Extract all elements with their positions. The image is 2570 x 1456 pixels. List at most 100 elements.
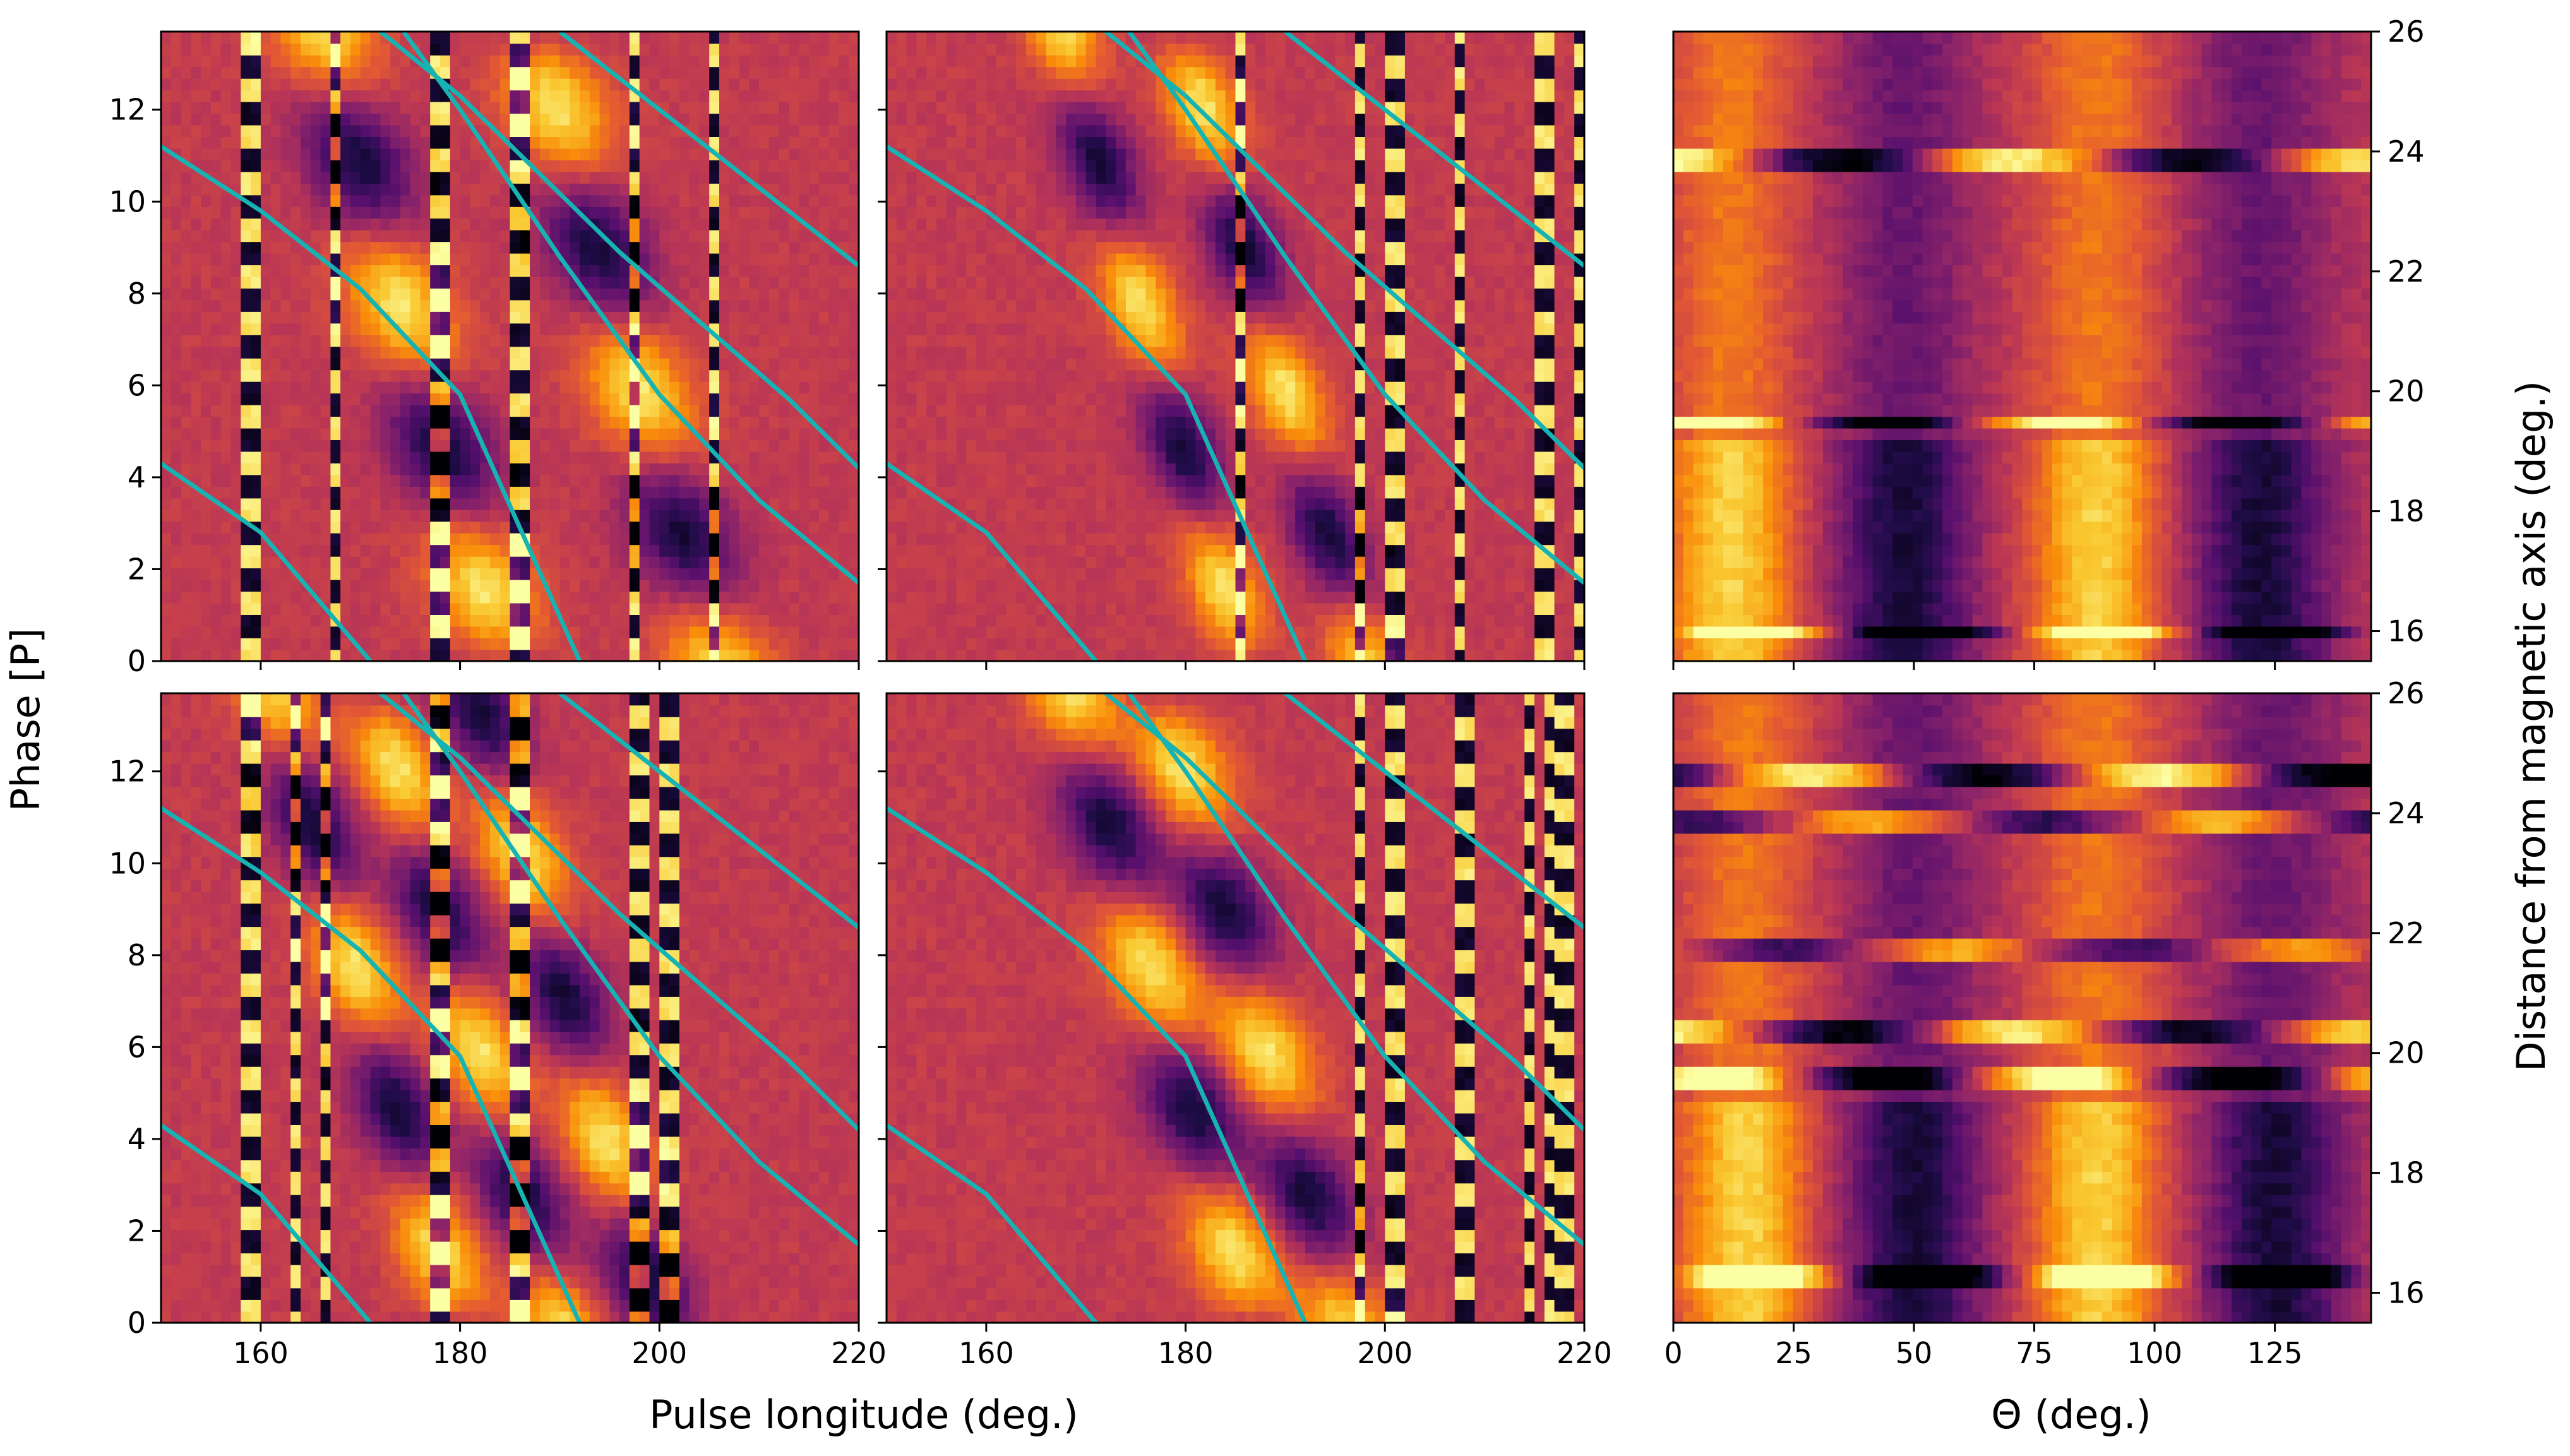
heatmap-cell [280, 533, 291, 545]
heatmap-cell [1335, 521, 1346, 533]
heatmap-cell [769, 288, 780, 300]
heatmap-cell [1315, 626, 1326, 638]
heatmap-cell [390, 183, 401, 195]
heatmap-cell [1056, 638, 1067, 650]
heatmap-cell [779, 347, 790, 359]
heatmap-cell [161, 78, 172, 90]
heatmap-cell [799, 544, 810, 556]
heatmap-cell [849, 311, 859, 323]
heatmap-cell [839, 148, 849, 160]
heatmap-cell [590, 136, 601, 148]
heatmap-cell [450, 335, 461, 347]
heatmap-cell [1016, 498, 1027, 510]
heatmap-cell [709, 580, 720, 592]
heatmap-cell [679, 347, 690, 359]
heatmap-cell [779, 172, 790, 184]
heatmap-cell [1295, 556, 1306, 568]
heatmap-cell [241, 393, 251, 405]
heatmap-cell [171, 311, 182, 323]
heatmap-cell [690, 32, 700, 44]
heatmap-cell [759, 439, 770, 451]
heatmap-cell [630, 125, 640, 137]
heatmap-cell [520, 591, 530, 603]
heatmap-cell [311, 183, 321, 195]
heatmap-cell [590, 335, 601, 347]
heatmap-cell [290, 78, 301, 90]
heatmap-cell [241, 78, 251, 90]
heatmap-cell [619, 218, 630, 230]
heatmap-cell [570, 510, 580, 522]
heatmap-cell [500, 148, 511, 160]
heatmap-cell [1385, 650, 1396, 662]
heatmap-cell [271, 498, 282, 510]
heatmap-cell [679, 230, 690, 242]
heatmap-cell [540, 311, 551, 323]
heatmap-cell [280, 288, 291, 300]
heatmap-cell [1096, 568, 1107, 580]
heatmap-cell [1415, 568, 1426, 580]
heatmap-cell [211, 90, 222, 102]
heatmap-cell [749, 626, 760, 638]
heatmap-cell [809, 498, 820, 510]
heatmap-cell [580, 521, 590, 533]
heatmap-cell [1195, 603, 1206, 615]
heatmap-cell [261, 556, 272, 568]
heatmap-cell [829, 335, 840, 347]
heatmap-cell [371, 172, 381, 184]
heatmap-cell [600, 603, 611, 615]
heatmap-cell [659, 544, 670, 556]
heatmap-cell [321, 102, 332, 114]
heatmap-cell [819, 136, 830, 148]
heatmap-cell [849, 358, 859, 370]
heatmap-cell [559, 277, 570, 289]
heatmap-cell [191, 369, 201, 381]
heatmap-cell [470, 580, 481, 592]
heatmap-cell [251, 463, 261, 475]
heatmap-cell [600, 381, 611, 393]
heatmap-cell [241, 160, 251, 172]
heatmap-cell [410, 439, 421, 451]
heatmap-cell [630, 369, 640, 381]
heatmap-cell [380, 323, 391, 335]
heatmap-cell [1295, 475, 1306, 487]
heatmap-cell [907, 580, 917, 592]
heatmap-cell [570, 311, 580, 323]
heatmap-cell [699, 218, 710, 230]
heatmap-cell [520, 125, 530, 137]
heatmap-cell [361, 230, 371, 242]
heatmap-cell [1465, 510, 1476, 522]
heatmap-cell [957, 638, 967, 650]
heatmap-cell [1126, 603, 1137, 615]
heatmap-cell [1076, 521, 1087, 533]
heatmap-cell [619, 626, 630, 638]
heatmap-cell [161, 347, 172, 359]
heatmap-cell [1176, 614, 1186, 626]
heatmap-cell [1226, 510, 1236, 522]
heatmap-cell [171, 614, 182, 626]
heatmap-cell [799, 439, 810, 451]
heatmap-cell [371, 475, 381, 487]
heatmap-cell [1255, 591, 1266, 603]
heatmap-cell [907, 568, 917, 580]
heatmap-cell [261, 486, 272, 498]
heatmap-cell [580, 416, 590, 428]
heatmap-cell [1136, 568, 1147, 580]
heatmap-cell [849, 603, 859, 615]
heatmap-cell [510, 277, 521, 289]
heatmap-cell [350, 136, 361, 148]
heatmap-cell [600, 369, 611, 381]
heatmap-cell [231, 451, 242, 463]
heatmap-cell [1495, 638, 1505, 650]
heatmap-cell [191, 335, 201, 347]
heatmap-cell [330, 556, 341, 568]
heatmap-cell [1046, 533, 1057, 545]
heatmap-cell [1345, 591, 1356, 603]
heatmap-cell [619, 498, 630, 510]
heatmap-cell [1076, 544, 1087, 556]
heatmap-cell [1355, 475, 1366, 487]
heatmap-cell [430, 347, 441, 359]
heatmap-cell [181, 90, 192, 102]
heatmap-cell [769, 416, 780, 428]
heatmap-cell [749, 533, 760, 545]
heatmap-cell [1265, 475, 1276, 487]
